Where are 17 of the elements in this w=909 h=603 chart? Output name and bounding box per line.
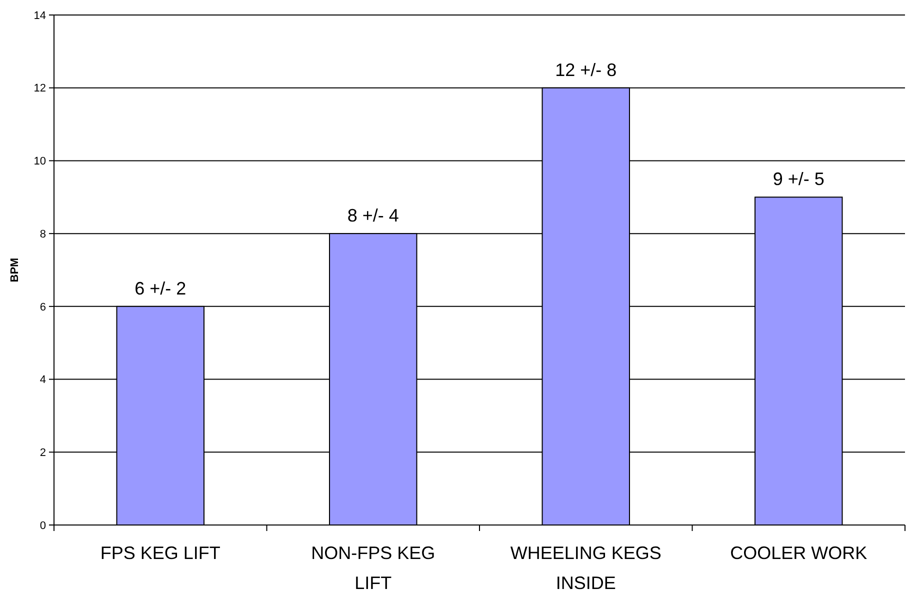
- y-tick-label: 4: [40, 374, 46, 386]
- x-tick-label: NON-FPS KEG LIFT: [311, 543, 436, 593]
- y-tick-label: 6: [40, 301, 46, 314]
- y-tick-label: 8: [40, 228, 46, 240]
- data-label: 9 +/- 5: [772, 169, 824, 190]
- y-tick-label: 10: [34, 156, 46, 168]
- data-label: 12 +/- 8: [555, 60, 617, 80]
- x-tick-label: WHEELING KEGS INSIDE: [510, 543, 662, 593]
- y-tick-label: 0: [40, 520, 46, 532]
- data-label: 8 +/- 4: [347, 206, 399, 226]
- y-tick-label: 2: [40, 446, 46, 459]
- x-tick-label: FPS KEG LIFT: [100, 543, 220, 563]
- y-tick-label: 12: [34, 82, 46, 95]
- x-tick-label: COOLER WORK: [730, 543, 868, 563]
- y-tick-label: 14: [34, 10, 46, 22]
- data-label: 6 +/- 2: [134, 278, 186, 298]
- y-axis-title: BPM: [9, 258, 21, 282]
